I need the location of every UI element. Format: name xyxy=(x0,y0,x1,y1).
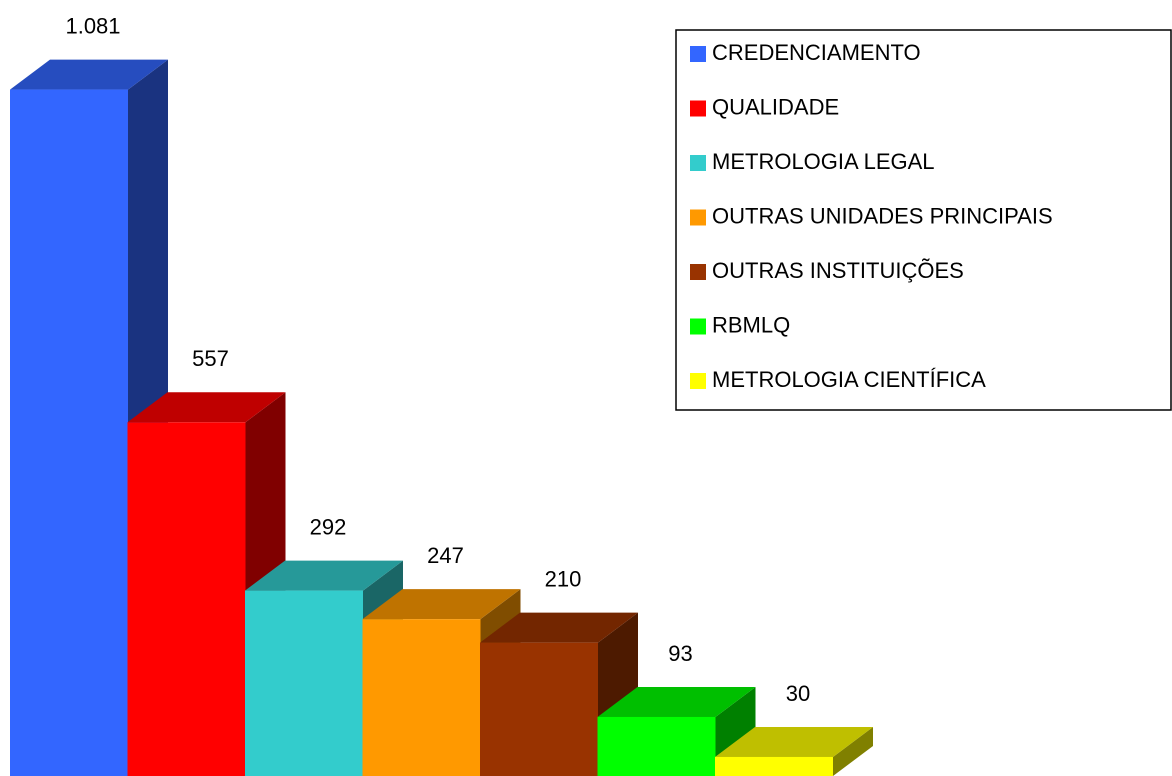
value-label: 93 xyxy=(668,641,692,666)
bar xyxy=(362,619,481,776)
bar-top xyxy=(10,59,168,90)
value-label: 30 xyxy=(786,681,810,706)
legend-label: METROLOGIA LEGAL xyxy=(712,149,935,174)
legend-label: QUALIDADE xyxy=(712,94,839,119)
bar xyxy=(597,716,716,776)
bar-top xyxy=(362,589,521,620)
legend-label: CREDENCIAMENTO xyxy=(712,40,921,65)
legend-label: RBMLQ xyxy=(712,312,790,337)
bar xyxy=(715,756,833,776)
legend-swatch xyxy=(690,155,706,171)
legend-label: METROLOGIA CIENTÍFICA xyxy=(712,367,986,392)
value-label: 247 xyxy=(427,543,464,568)
bar-top xyxy=(127,392,286,423)
legend-label: OUTRAS UNIDADES PRINCIPAIS xyxy=(712,203,1053,228)
legend-box xyxy=(675,29,1172,411)
bar-top xyxy=(715,726,873,757)
legend-label: OUTRAS INSTITUIÇÕES xyxy=(712,258,964,283)
bar-top xyxy=(480,612,638,643)
legend-swatch xyxy=(690,264,706,280)
bar xyxy=(480,642,598,776)
legend-swatch xyxy=(690,46,706,62)
bar xyxy=(127,422,246,776)
bar-top xyxy=(597,686,756,717)
legend: CREDENCIAMENTO QUALIDADE METROLOGIA LEGAL O… xyxy=(675,29,1172,411)
bar xyxy=(10,89,128,776)
legend-swatch xyxy=(690,209,706,226)
legend-swatch xyxy=(690,373,706,389)
value-label: 1.081 xyxy=(65,13,120,38)
value-label: 292 xyxy=(310,514,347,539)
value-label: 210 xyxy=(545,566,582,591)
bar xyxy=(245,590,363,776)
bar-side xyxy=(833,726,873,776)
legend-swatch xyxy=(690,318,706,335)
value-label: 557 xyxy=(192,346,229,371)
legend-swatch xyxy=(690,100,706,117)
bar-top xyxy=(245,560,403,591)
